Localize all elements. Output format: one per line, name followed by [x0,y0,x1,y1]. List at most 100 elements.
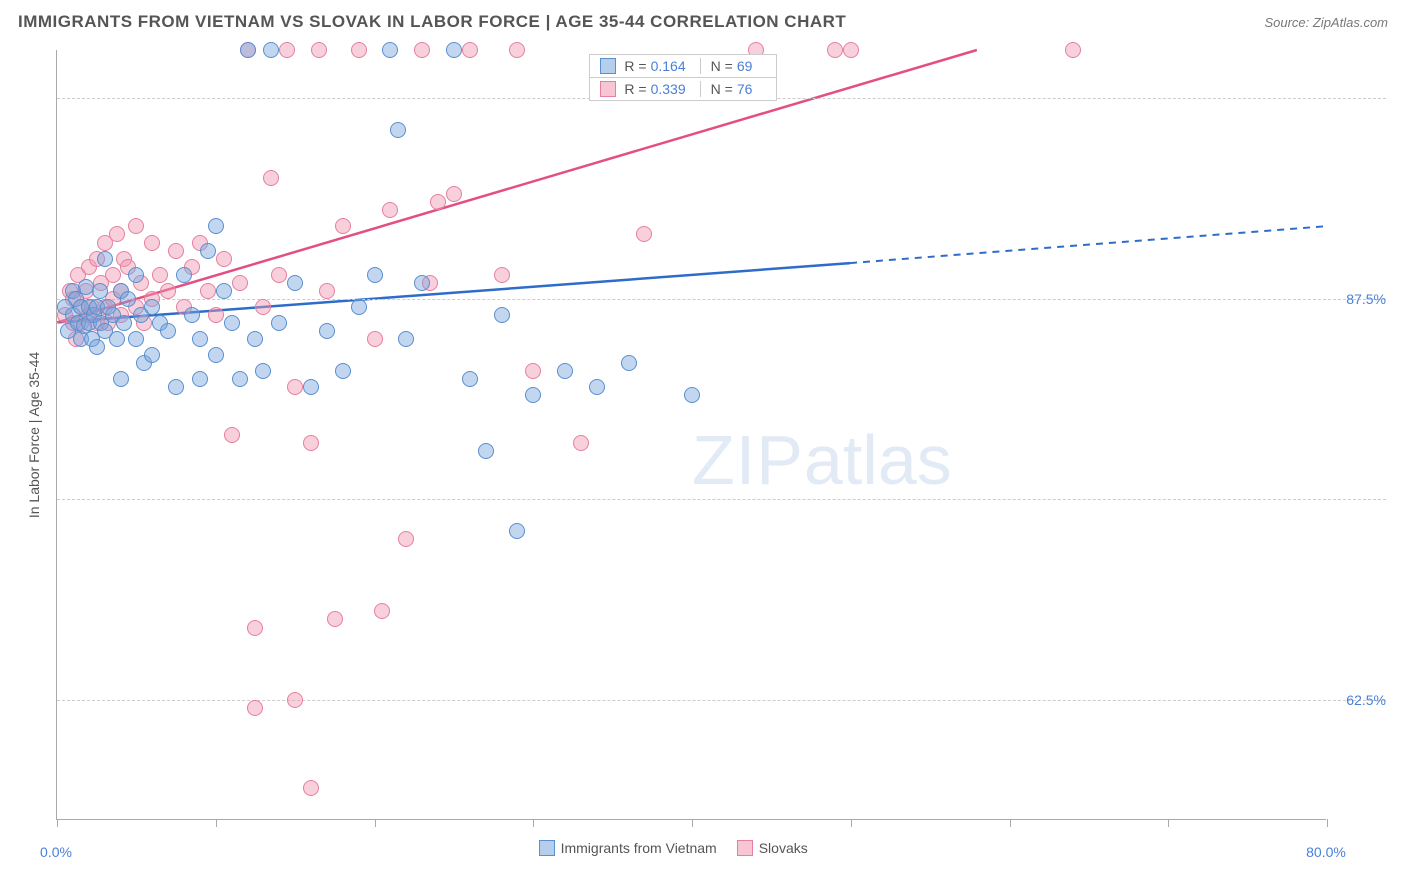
scatter-point-slovak [398,531,414,547]
watermark-atlas: atlas [804,421,952,499]
scatter-point-vietnam [335,363,351,379]
scatter-point-vietnam [184,307,200,323]
x-tick [1010,819,1011,827]
scatter-point-vietnam [232,371,248,387]
scatter-point-slovak [636,226,652,242]
scatter-point-vietnam [144,299,160,315]
scatter-point-slovak [287,379,303,395]
title-bar: IMMIGRANTS FROM VIETNAM VS SLOVAK IN LAB… [18,12,1388,32]
scatter-point-vietnam [446,42,462,58]
scatter-point-slovak [303,780,319,796]
scatter-point-slovak [311,42,327,58]
scatter-point-vietnam [120,291,136,307]
scatter-point-vietnam [494,307,510,323]
scatter-point-vietnam [398,331,414,347]
x-tick [1168,819,1169,827]
y-axis-title: In Labor Force | Age 35-44 [26,352,42,518]
scatter-point-slovak [446,186,462,202]
trend-line-slovak [57,50,977,322]
r-value-slovak: 0.339 [651,81,686,97]
scatter-point-slovak [263,170,279,186]
bottom-legend-item-slovak: Slovaks [737,840,808,856]
r-value-vietnam: 0.164 [651,58,686,74]
scatter-point-slovak [247,620,263,636]
scatter-point-slovak [827,42,843,58]
scatter-point-vietnam [224,315,240,331]
scatter-point-vietnam [509,523,525,539]
scatter-point-slovak [271,267,287,283]
scatter-point-vietnam [684,387,700,403]
scatter-point-slovak [200,283,216,299]
scatter-point-vietnam [478,443,494,459]
trend-line-vietnam-dashed [850,226,1326,263]
scatter-point-slovak [279,42,295,58]
scatter-point-vietnam [216,283,232,299]
x-tick [533,819,534,827]
scatter-point-slovak [216,251,232,267]
scatter-point-slovak [351,42,367,58]
scatter-point-vietnam [303,379,319,395]
watermark-zip: ZIP [692,421,804,499]
x-tick [375,819,376,827]
scatter-point-slovak [430,194,446,210]
correlation-row-vietnam: R =0.164N =69 [590,55,776,77]
scatter-point-vietnam [200,243,216,259]
plot-area: ZIPatlas 62.5%87.5% [56,50,1326,820]
scatter-point-slovak [509,42,525,58]
scatter-point-slovak [160,283,176,299]
x-tick-label: 0.0% [40,844,72,860]
scatter-point-vietnam [128,331,144,347]
scatter-point-vietnam [89,339,105,355]
scatter-point-vietnam [240,42,256,58]
scatter-point-slovak [374,603,390,619]
scatter-point-slovak [843,42,859,58]
scatter-point-vietnam [263,42,279,58]
y-tick-label: 62.5% [1346,692,1386,708]
scatter-point-vietnam [208,218,224,234]
scatter-point-vietnam [176,267,192,283]
scatter-point-vietnam [525,387,541,403]
scatter-point-vietnam [557,363,573,379]
scatter-point-vietnam [128,267,144,283]
scatter-point-slovak [168,243,184,259]
scatter-point-slovak [494,267,510,283]
scatter-point-vietnam [160,323,176,339]
legend-swatch-vietnam [600,58,616,74]
scatter-point-vietnam [351,299,367,315]
scatter-point-slovak [224,427,240,443]
watermark: ZIPatlas [692,420,952,500]
x-tick-label: 80.0% [1306,844,1346,860]
scatter-point-slovak [144,235,160,251]
scatter-point-slovak [573,435,589,451]
x-tick [216,819,217,827]
scatter-point-vietnam [414,275,430,291]
n-value-slovak: 76 [737,81,753,97]
scatter-point-slovak [327,611,343,627]
n-value-vietnam: 69 [737,58,753,74]
scatter-point-vietnam [621,355,637,371]
scatter-point-vietnam [116,315,132,331]
scatter-point-slovak [319,283,335,299]
scatter-point-vietnam [390,122,406,138]
scatter-point-vietnam [92,283,108,299]
scatter-point-slovak [367,331,383,347]
legend-label-slovak: Slovaks [759,840,808,856]
scatter-point-slovak [105,267,121,283]
scatter-point-slovak [152,267,168,283]
scatter-point-vietnam [287,275,303,291]
scatter-point-slovak [462,42,478,58]
legend-swatch-vietnam [539,840,555,856]
bottom-legend-item-vietnam: Immigrants from Vietnam [539,840,717,856]
chart-title: IMMIGRANTS FROM VIETNAM VS SLOVAK IN LAB… [18,12,846,32]
bottom-legend: Immigrants from Vietnam Slovaks [539,840,808,856]
scatter-point-slovak [303,435,319,451]
scatter-point-vietnam [192,371,208,387]
scatter-point-vietnam [97,251,113,267]
scatter-point-slovak [335,218,351,234]
r-label: R = [624,81,646,97]
scatter-point-vietnam [255,363,271,379]
scatter-point-vietnam [78,279,94,295]
scatter-point-slovak [109,226,125,242]
scatter-point-vietnam [247,331,263,347]
gridline-h [57,299,1386,300]
